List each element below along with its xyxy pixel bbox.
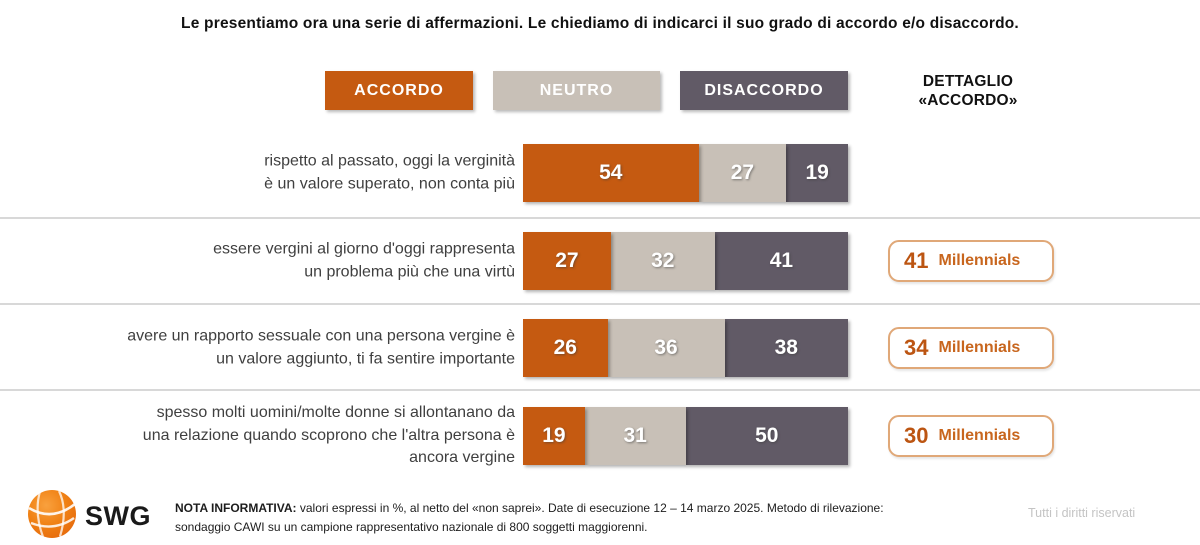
row-divider — [0, 389, 1200, 391]
swg-logo-text: SWG — [85, 500, 151, 531]
bar-segment-accordo: 26 — [523, 319, 608, 377]
bar-segment-neutro: 27 — [698, 144, 787, 202]
rights-reserved-text: Tutti i diritti riservati — [1028, 506, 1136, 520]
row-divider — [0, 217, 1200, 219]
stacked-bar: 27 32 41 — [523, 232, 848, 290]
bar-segment-disaccordo: 38 — [724, 319, 848, 377]
legend-label-disaccordo: DISACCORDO — [704, 81, 824, 99]
detail-label: Millennials — [938, 339, 1021, 356]
bar-segment-accordo: 27 — [523, 232, 611, 290]
stacked-bar: 54 27 19 — [523, 144, 848, 202]
note-body: valori espressi in %, al netto del «non … — [175, 501, 884, 534]
statement-text: rispetto al passato, oggi la verginità è… — [264, 152, 515, 192]
swg-logo: SWG — [26, 489, 166, 543]
statement-row: essere vergini al giorno d'oggi rapprese… — [0, 232, 1200, 290]
detail-value: 41 — [904, 248, 929, 273]
detail-value: 30 — [904, 423, 929, 448]
bar-segment-disaccordo: 41 — [714, 232, 848, 290]
detail-label: Millennials — [938, 427, 1021, 444]
bar-segment-disaccordo: 50 — [685, 407, 848, 465]
detail-label: Millennials — [938, 252, 1021, 269]
statement-text: spesso molti uomini/molte donne si allon… — [142, 403, 515, 467]
detail-column-header: DETTAGLIO «ACCORDO» — [918, 73, 1018, 110]
bar-segment-neutro: 36 — [607, 319, 725, 377]
legend-label-neutro: NEUTRO — [539, 81, 614, 99]
statement-text: essere vergini al giorno d'oggi rapprese… — [213, 240, 515, 280]
bar-segment-disaccordo: 19 — [786, 144, 848, 202]
informative-note: NOTA INFORMATIVA: valori espressi in %, … — [175, 499, 925, 536]
statement-row: spesso molti uomini/molte donne si allon… — [0, 404, 1200, 466]
legend-item-accordo: ACCORDO — [325, 71, 473, 110]
bar-segment-accordo: 54 — [523, 144, 699, 202]
statement-row: avere un rapporto sessuale con una perso… — [0, 319, 1200, 377]
statement-text: avere un rapporto sessuale con una perso… — [127, 327, 515, 367]
detail-box: 34 Millennials — [888, 327, 1054, 369]
bar-segment-accordo: 19 — [523, 407, 585, 465]
bar-segment-neutro: 32 — [610, 232, 715, 290]
legend-label-accordo: ACCORDO — [354, 81, 444, 99]
bar-segment-neutro: 31 — [584, 407, 686, 465]
detail-box: 30 Millennials — [888, 415, 1054, 457]
detail-value: 34 — [904, 335, 929, 360]
note-label: NOTA INFORMATIVA: — [175, 501, 297, 515]
row-divider — [0, 303, 1200, 305]
legend-item-neutro: NEUTRO — [493, 71, 660, 110]
statement-row: rispetto al passato, oggi la verginità è… — [0, 144, 1200, 202]
stacked-bar: 26 36 38 — [523, 319, 848, 377]
detail-box: 41 Millennials — [888, 240, 1054, 282]
slide-title: Le presentiamo ora una serie di affermaz… — [181, 15, 1019, 32]
legend-item-disaccordo: DISACCORDO — [680, 71, 848, 110]
stacked-bar: 19 31 50 — [523, 407, 848, 465]
swg-globe-icon — [26, 488, 78, 545]
